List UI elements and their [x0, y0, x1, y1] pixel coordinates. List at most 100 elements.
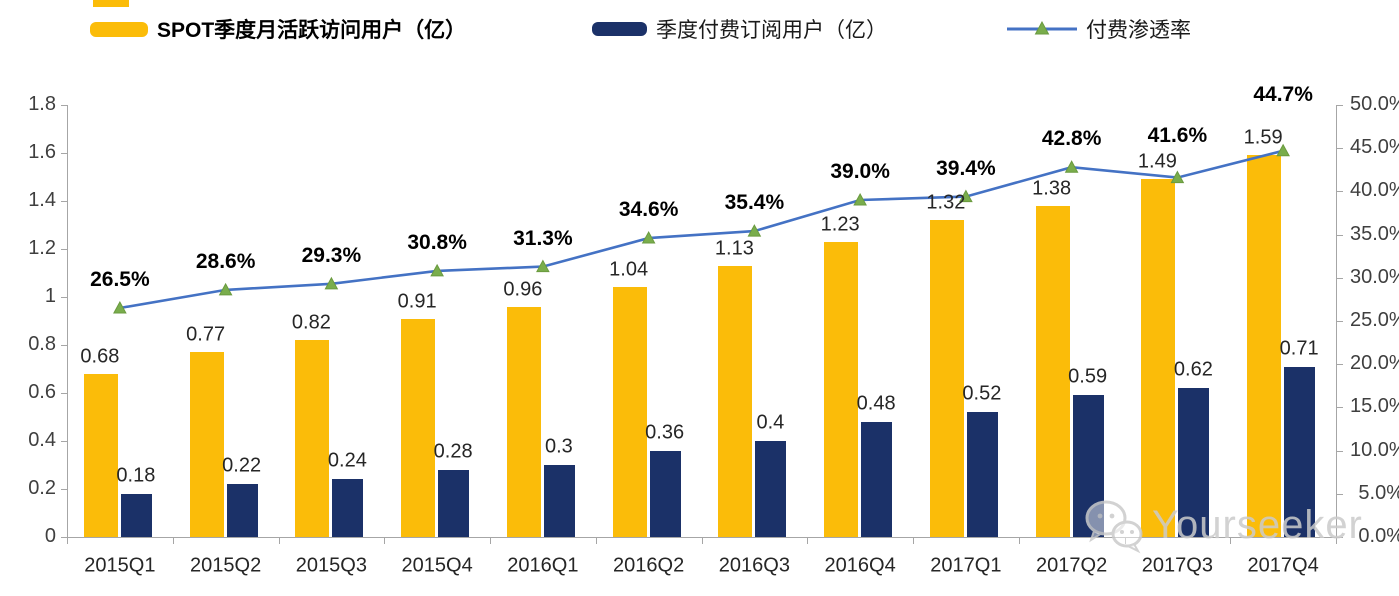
right-axis-tick: [1337, 450, 1343, 452]
right-axis-tick-label: 30.0%: [1350, 265, 1399, 288]
right-axis-tick: [1337, 407, 1343, 409]
penetration-marker: [641, 231, 656, 244]
bar-mau-2016Q1: [506, 306, 541, 537]
x-axis-category-label: 2016Q4: [824, 554, 896, 577]
left-axis-tick-label: 1.4: [28, 189, 56, 212]
left-axis-tick-label: 0.6: [28, 381, 56, 404]
legend-label-2: 季度付费订阅用户（亿）: [656, 19, 887, 42]
penetration-marker: [113, 300, 127, 314]
x-axis-category-label: 2017Q4: [1247, 554, 1319, 577]
subscribers-value-label: 0.48: [856, 392, 896, 415]
penetration-line: [119, 149, 1284, 310]
bar-subscribers-2016Q1: [543, 465, 575, 537]
left-axis-tick-label: 1: [44, 285, 56, 308]
x-axis-category-label: 2016Q1: [507, 554, 579, 577]
penetration-rate-label: 31.3%: [513, 226, 573, 250]
bar-subscribers-2016Q3: [755, 441, 787, 537]
x-axis-category-label: 2016Q3: [718, 554, 790, 577]
penetration-marker: [1064, 160, 1079, 173]
penetration-marker: [536, 259, 550, 273]
penetration-marker: [324, 276, 339, 290]
subscribers-value-label: 0.52: [962, 382, 1002, 405]
x-axis-category-label: 2017Q3: [1141, 554, 1213, 577]
right-axis-tick-label: 5.0%: [1358, 481, 1399, 504]
bar-mau-2015Q1: [83, 373, 118, 537]
left-axis-tick-label: 0.4: [28, 429, 56, 452]
right-axis-tick: [1337, 277, 1343, 279]
left-axis-tick-label: 1.8: [28, 93, 56, 116]
x-axis-tick: [1018, 538, 1020, 544]
right-axis-tick-label: 0.0%: [1358, 525, 1399, 548]
bar-subscribers-2017Q4: [1284, 366, 1316, 537]
left-axis-tick: [61, 441, 67, 442]
right-axis-tick-label: 45.0%: [1350, 136, 1399, 159]
x-axis-tick: [490, 538, 491, 544]
x-axis-tick: [172, 538, 174, 544]
bar-mau-2017Q4: [1247, 155, 1282, 537]
left-axis-tick: [61, 249, 67, 250]
bar-subscribers-2015Q3: [332, 479, 364, 537]
left-axis-tick: [61, 105, 67, 106]
left-axis-tick-label: 1.6: [28, 141, 56, 164]
right-axis-tick: [1337, 191, 1343, 193]
x-axis-tick: [807, 538, 809, 544]
left-axis-tick: [61, 201, 67, 202]
penetration-rate-label: 28.6%: [195, 249, 256, 273]
bar-mau-2017Q1: [929, 220, 964, 537]
watermark-text: Yourseeker: [1152, 502, 1363, 547]
subscribers-value-label: 0.36: [645, 421, 685, 444]
x-axis-tick: [67, 538, 68, 544]
left-axis-line: [67, 105, 68, 537]
subscribers-value-label: 0.18: [116, 464, 156, 487]
penetration-rate-label: 29.3%: [301, 243, 362, 267]
right-axis-tick-label: 25.0%: [1350, 309, 1399, 332]
right-axis-tick: [1337, 537, 1343, 538]
mau-value-label: 1.04: [609, 258, 649, 281]
subscribers-value-label: 0.59: [1068, 365, 1108, 388]
right-axis-tick-label: 50.0%: [1350, 93, 1399, 116]
left-axis-tick: [61, 297, 67, 298]
bar-subscribers-2015Q4: [438, 469, 470, 537]
right-axis-tick: [1337, 364, 1343, 366]
left-axis-tick: [61, 537, 67, 538]
left-axis-tick: [61, 345, 67, 346]
mau-value-label: 0.68: [80, 345, 120, 368]
subscribers-value-label: 0.4: [756, 411, 785, 434]
right-axis-tick-label: 20.0%: [1350, 352, 1399, 375]
left-axis-tick: [61, 393, 67, 394]
right-axis-tick: [1337, 321, 1343, 322]
x-axis-tick: [913, 538, 914, 544]
bar-subscribers-2015Q2: [226, 484, 258, 537]
bar-mau-2015Q4: [401, 318, 436, 537]
x-axis-tick: [701, 538, 703, 544]
legend-label-1: SPOT季度月活跃访问用户（亿）: [157, 19, 467, 42]
cropped-yellow-fragment: [93, 0, 129, 7]
penetration-marker: [218, 282, 233, 296]
penetration-rate-label: 26.5%: [90, 268, 150, 292]
bar-subscribers-2015Q1: [120, 493, 152, 537]
left-axis-tick-label: 0.2: [28, 477, 56, 500]
bar-mau-2016Q3: [718, 265, 753, 537]
penetration-rate-label: 35.4%: [724, 191, 785, 215]
x-axis-category-label: 2017Q1: [930, 554, 1002, 577]
mau-value-label: 0.91: [397, 290, 437, 313]
left-axis-tick-label: 0: [44, 525, 56, 548]
right-axis-tick: [1337, 234, 1343, 236]
x-axis-category-label: 2015Q4: [401, 554, 473, 577]
bar-mau-2016Q4: [824, 241, 859, 537]
x-axis-tick: [278, 538, 280, 544]
mau-value-label: 1.49: [1137, 150, 1177, 173]
x-axis-category-label: 2015Q3: [295, 554, 367, 577]
right-axis-tick-label: 35.0%: [1350, 222, 1399, 245]
subscribers-value-label: 0.62: [1173, 358, 1213, 381]
x-axis-tick: [595, 538, 597, 544]
left-axis-tick: [61, 489, 67, 490]
mau-value-label: 1.32: [926, 191, 966, 214]
penetration-rate-label: 44.7%: [1253, 82, 1313, 106]
watermark: Yourseeker: [1082, 496, 1363, 554]
mau-value-label: 0.82: [291, 311, 331, 334]
legend-line-marker: [1007, 20, 1077, 35]
x-axis-category-label: 2015Q1: [84, 554, 156, 577]
right-axis-line: [1336, 105, 1337, 537]
